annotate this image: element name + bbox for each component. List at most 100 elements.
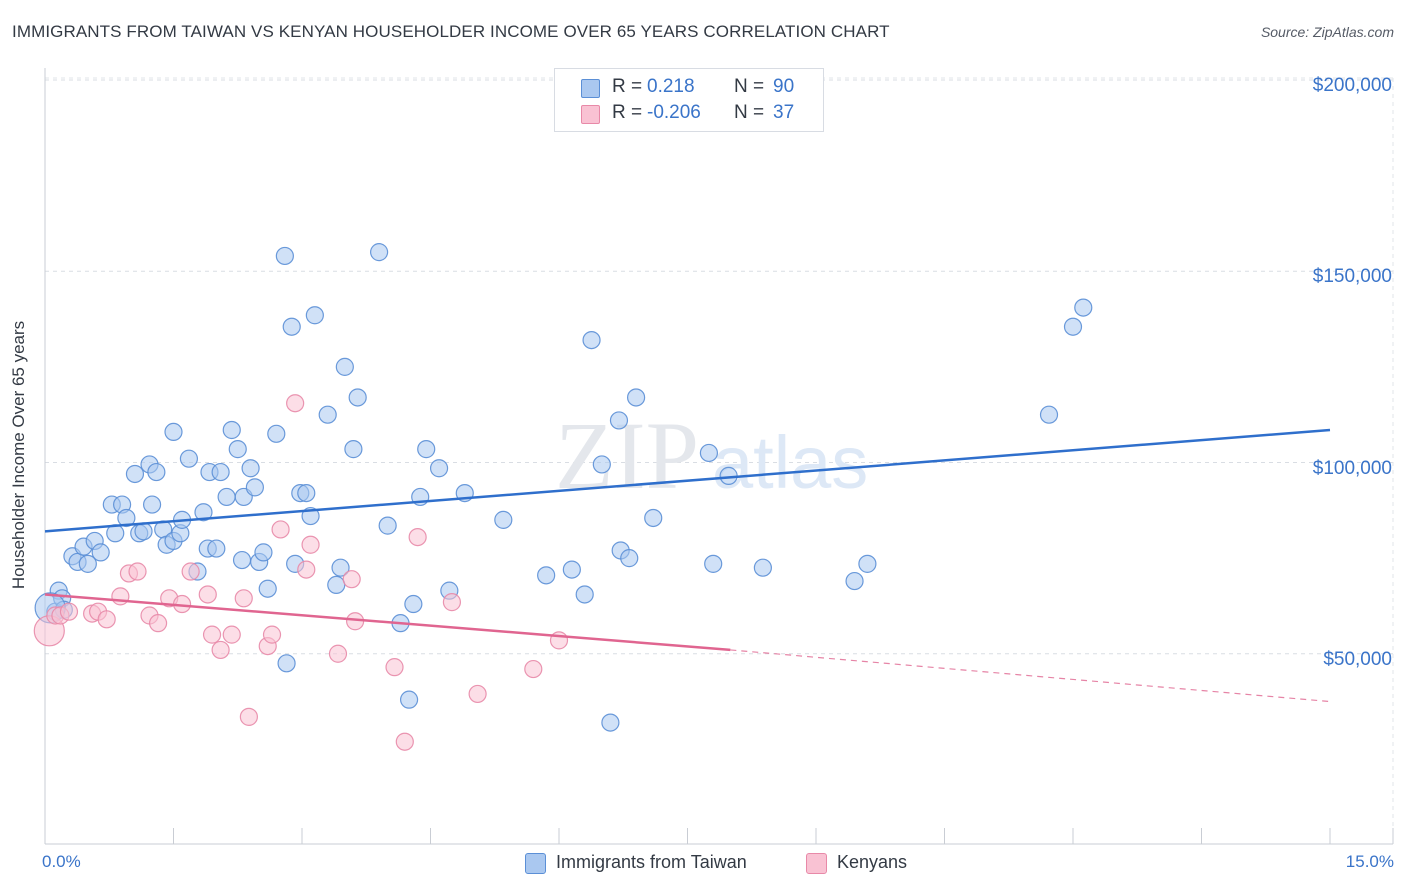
taiwan-point (753, 558, 772, 577)
correlation-legend: R = 0.218 N = 90 R = -0.206 N = 37 (554, 68, 824, 132)
taiwan-point (117, 508, 136, 528)
n-label: N = (734, 102, 765, 123)
taiwan-point (222, 420, 241, 440)
legend-label-taiwan: Immigrants from Taiwan (556, 852, 747, 872)
taiwan-point (78, 554, 97, 573)
kenyans-point (111, 587, 130, 606)
trend-layer (44, 428, 1331, 703)
taiwan-point (582, 331, 601, 350)
kenyans-point (297, 560, 316, 579)
taiwan-point (399, 690, 419, 709)
x-tick-label-max: 15.0% (1345, 852, 1394, 871)
kenyans-point (395, 732, 414, 751)
taiwan-point (845, 571, 864, 591)
legend-row-kenyans: R = -0.206 N = 37 (555, 102, 823, 126)
kenyans-point (262, 625, 282, 644)
taiwan-point (609, 411, 629, 430)
taiwan-point (179, 449, 199, 468)
source-credit: Source: ZipAtlas.com (1260, 24, 1394, 40)
taiwan-point (592, 455, 611, 474)
taiwan-point (378, 516, 397, 535)
taiwan-point (344, 440, 363, 459)
taiwan-point (1074, 298, 1093, 317)
taiwan-point (858, 554, 877, 573)
kenyans-point (301, 535, 320, 554)
taiwan-point (537, 566, 556, 585)
taiwan-point (699, 443, 719, 463)
kenyans-point (202, 625, 222, 644)
legend-label-kenyans: Kenyans (837, 852, 908, 872)
y-tick-label: $150,000 (1312, 266, 1392, 288)
taiwan-swatch (581, 79, 600, 98)
taiwan-point (370, 243, 389, 262)
n-value-kenyans: 37 (773, 102, 795, 123)
taiwan-point (217, 487, 236, 507)
kenyans-point (524, 659, 543, 679)
taiwan-point (331, 558, 350, 577)
taiwan-point (626, 388, 646, 407)
kenyans-point (198, 585, 217, 604)
kenyans-point (211, 640, 230, 660)
y-tick-label: $50,000 (1323, 648, 1392, 670)
taiwan-point (348, 388, 367, 407)
series-legend: Immigrants from Taiwan Kenyans (0, 852, 1406, 878)
y-tick-label: $200,000 (1312, 75, 1392, 96)
taiwan-point (164, 422, 183, 441)
watermark: ZIP atlas (555, 402, 868, 509)
taiwan-point (228, 440, 247, 459)
taiwan-point (704, 554, 723, 573)
kenyans-point (408, 527, 427, 547)
taiwan-point (267, 424, 286, 443)
taiwan-point (335, 357, 354, 376)
kenyans-point (239, 707, 258, 726)
taiwan-point (194, 503, 213, 522)
taiwan-point (417, 440, 436, 459)
taiwan-point (429, 459, 449, 478)
taiwan-legend-swatch (525, 853, 546, 874)
taiwan-point (277, 654, 296, 673)
taiwan-point (620, 549, 639, 568)
taiwan-point (275, 246, 294, 266)
taiwan-point (91, 543, 110, 562)
kenyans-trend-extension (730, 649, 1331, 703)
kenyans-point (271, 520, 290, 539)
kenyans-point (181, 562, 200, 581)
kenyans-point (148, 614, 168, 633)
taiwan-point (207, 539, 226, 558)
y-tick-label: $100,000 (1312, 457, 1392, 479)
taiwan-point (147, 462, 166, 482)
y-axis-label: Householder Income Over 65 years (9, 320, 28, 590)
legend-row-taiwan: R = 0.218 N = 90 (555, 76, 823, 100)
chart-title: IMMIGRANTS FROM TAIWAN VS KENYAN HOUSEHO… (12, 22, 890, 41)
kenyans-point (328, 644, 348, 663)
n-label: N = (734, 76, 765, 97)
taiwan-point (318, 405, 337, 424)
r-label: R = (612, 102, 643, 123)
taiwan-point (142, 495, 162, 514)
kenyans-point (468, 684, 487, 704)
kenyans-point (286, 394, 305, 413)
taiwan-point (232, 550, 252, 570)
kenyans-swatch (581, 105, 600, 124)
taiwan-point (258, 579, 277, 598)
taiwan-point (125, 464, 145, 484)
r-label: R = (612, 76, 643, 97)
kenyans-legend-swatch (806, 853, 827, 874)
kenyans-point (59, 602, 79, 621)
taiwan-point (254, 543, 273, 562)
r-value-taiwan: 0.218 (647, 76, 695, 97)
taiwan-point (562, 560, 581, 579)
taiwan-point (305, 306, 324, 325)
kenyans-point (442, 593, 462, 612)
taiwan-point (575, 585, 594, 604)
taiwan-point (327, 575, 346, 595)
kenyans-point (128, 562, 147, 581)
kenyans-point (385, 658, 404, 677)
points-layer (33, 243, 1093, 751)
kenyans-point (342, 570, 361, 589)
axis-layer (44, 68, 1394, 845)
x-tick-label-min: 0.0% (42, 852, 81, 871)
taiwan-point (134, 522, 153, 541)
r-value-kenyans: -0.206 (647, 102, 701, 123)
